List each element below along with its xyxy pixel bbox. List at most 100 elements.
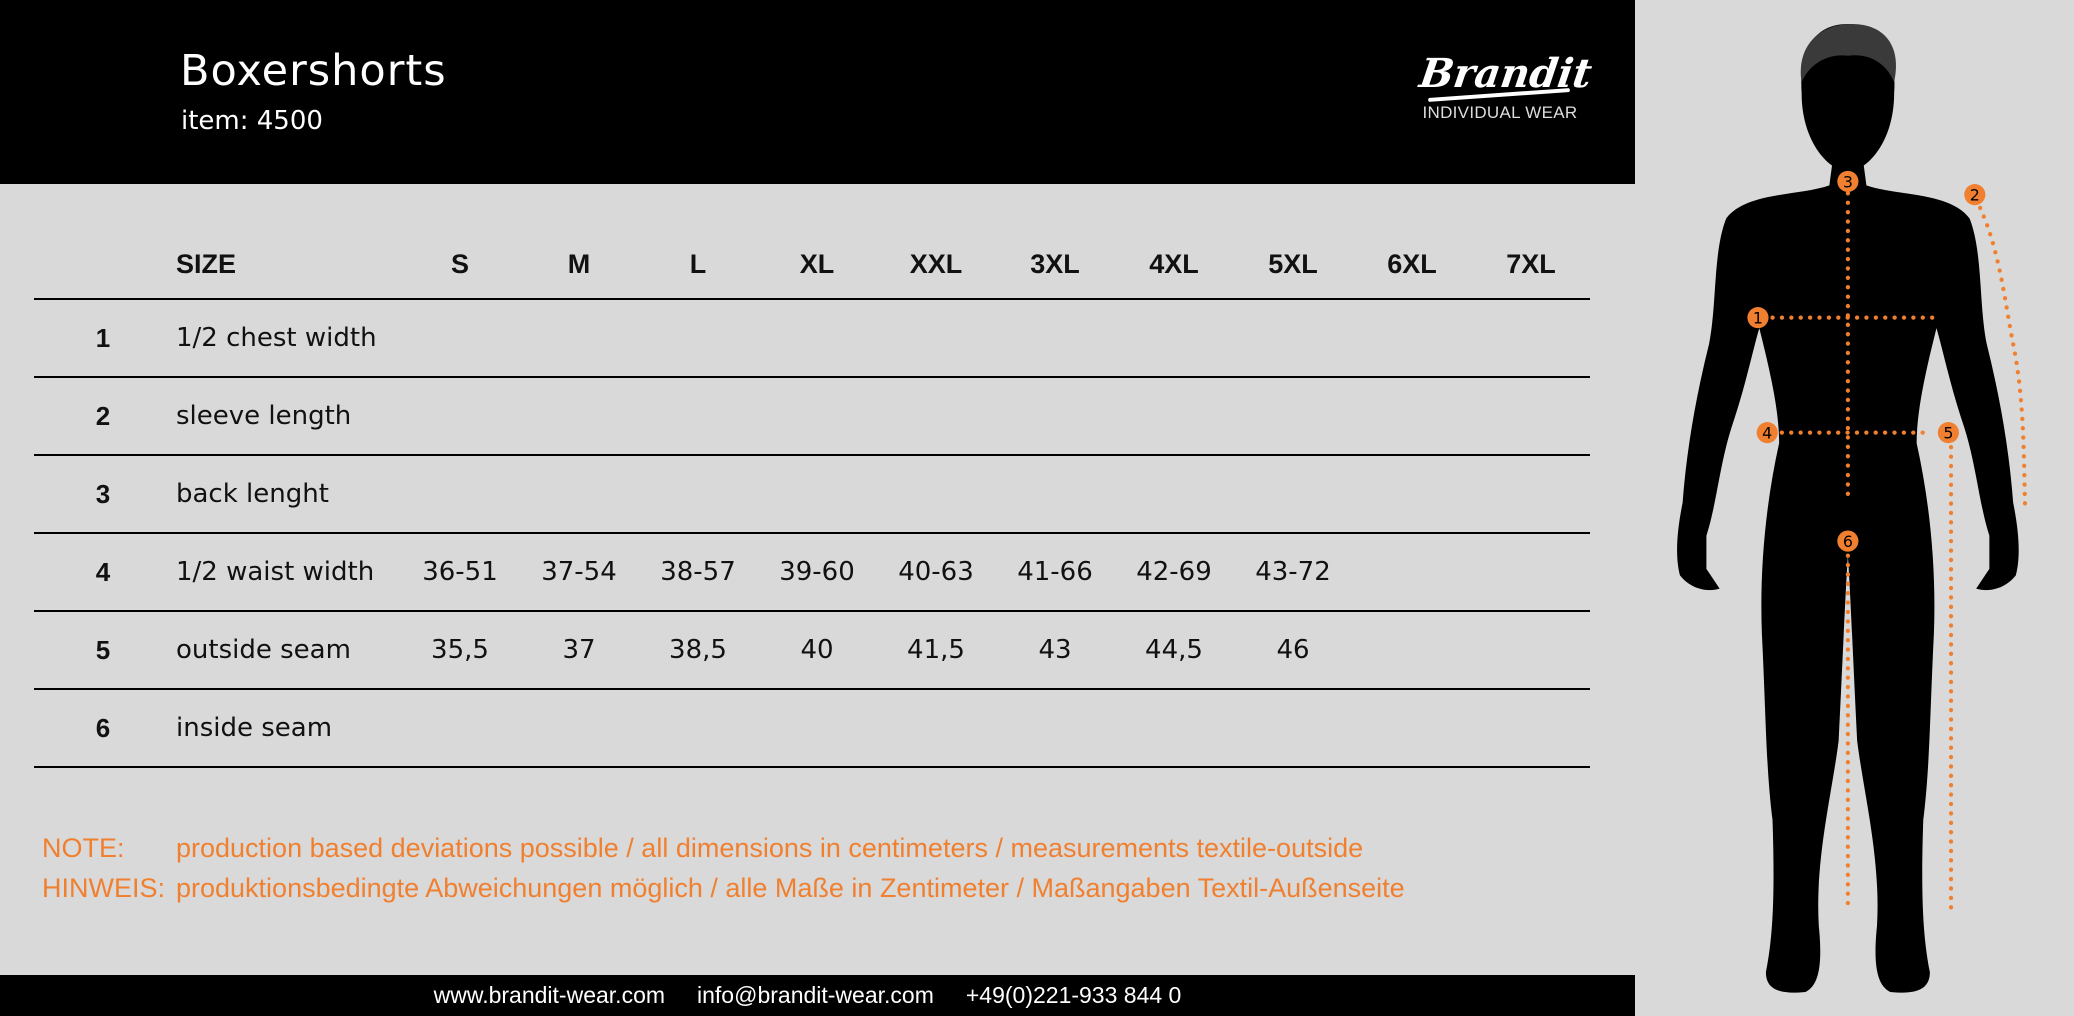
body-silhouette bbox=[1677, 24, 2019, 993]
note-text: production based deviations possible / a… bbox=[176, 833, 1364, 863]
size-value bbox=[1115, 690, 1234, 766]
size-value bbox=[996, 456, 1115, 532]
size-value bbox=[1472, 534, 1591, 610]
size-value bbox=[758, 690, 877, 766]
size-value bbox=[1353, 534, 1472, 610]
size-value bbox=[639, 300, 758, 376]
size-header: SIZE bbox=[176, 248, 237, 279]
size-value: 36-51 bbox=[422, 557, 498, 587]
size-value bbox=[1353, 300, 1472, 376]
size-value: 37-54 bbox=[541, 557, 617, 587]
size-value bbox=[401, 378, 520, 454]
size-column-header: L bbox=[689, 248, 707, 279]
size-value bbox=[877, 300, 996, 376]
size-value: 44,5 bbox=[1145, 635, 1203, 665]
size-value bbox=[639, 456, 758, 532]
size-column-header: 3XL bbox=[1030, 248, 1080, 279]
row-label: 1/2 chest width bbox=[176, 323, 377, 353]
size-value bbox=[1115, 300, 1234, 376]
body-measurement-figure: 1 2 3 4 5 6 bbox=[1677, 24, 2028, 993]
logo-subtitle: INDIVIDUAL WEAR bbox=[1422, 103, 1578, 122]
note-text: produktionsbedingte Abweichungen möglich… bbox=[176, 873, 1405, 903]
row-label: 1/2 waist width bbox=[176, 557, 375, 587]
row-label: outside seam bbox=[176, 635, 351, 665]
size-column-header: 6XL bbox=[1387, 248, 1437, 279]
row-number: 1 bbox=[95, 322, 111, 353]
size-value bbox=[877, 690, 996, 766]
size-value bbox=[401, 456, 520, 532]
size-value bbox=[401, 300, 520, 376]
hair bbox=[1800, 24, 1897, 83]
size-value bbox=[1472, 300, 1591, 376]
marker-4: 4 bbox=[1756, 422, 1778, 444]
size-value: 43 bbox=[1038, 635, 1072, 665]
size-value: 42-69 bbox=[1136, 557, 1212, 587]
size-value: 40-63 bbox=[898, 557, 974, 587]
row-number: 6 bbox=[95, 712, 111, 743]
size-value: 40 bbox=[800, 635, 834, 665]
table-header-row: SIZE S M L XL XXL 3XL 4XL 5XL 6XL 7XL bbox=[34, 230, 1590, 300]
note-key: NOTE: bbox=[42, 833, 125, 863]
size-value bbox=[996, 378, 1115, 454]
size-column-header: 7XL bbox=[1506, 248, 1556, 279]
size-value: 37 bbox=[562, 635, 596, 665]
header-bar: Boxershorts item: 4500 Brandit INDIVIDUA… bbox=[0, 0, 1635, 184]
marker-label: 5 bbox=[1943, 424, 1953, 443]
marker-1: 1 bbox=[1747, 307, 1769, 329]
size-value bbox=[520, 378, 639, 454]
marker-label: 3 bbox=[1843, 172, 1853, 191]
size-value bbox=[996, 690, 1115, 766]
size-value bbox=[1472, 456, 1591, 532]
note-key: HINWEIS: bbox=[42, 873, 166, 903]
size-value bbox=[639, 378, 758, 454]
size-value bbox=[758, 378, 877, 454]
marker-label: 2 bbox=[1970, 186, 1980, 205]
email-link[interactable]: info@brandit-wear.com bbox=[697, 982, 934, 1008]
size-value: 38,5 bbox=[669, 635, 727, 665]
brandit-logo: Brandit INDIVIDUAL WEAR bbox=[1417, 50, 1595, 123]
size-value: 39-60 bbox=[779, 557, 855, 587]
size-value bbox=[1234, 456, 1353, 532]
size-value bbox=[1234, 690, 1353, 766]
size-table: SIZE S M L XL XXL 3XL 4XL 5XL 6XL 7XL 1 1/2 chest … bbox=[34, 230, 1590, 768]
table-row: 4 1/2 waist width 36-51 37-54 38-57 39-60 40-6… bbox=[34, 534, 1590, 612]
marker-circle bbox=[1937, 422, 1959, 444]
size-value: 41-66 bbox=[1017, 557, 1093, 587]
size-value bbox=[1472, 612, 1591, 688]
size-column-header: 4XL bbox=[1149, 248, 1199, 279]
row-label: inside seam bbox=[176, 713, 333, 743]
size-value: 46 bbox=[1276, 635, 1310, 665]
size-value bbox=[1353, 456, 1472, 532]
size-value bbox=[758, 300, 877, 376]
marker-label: 4 bbox=[1762, 424, 1772, 443]
size-value bbox=[1234, 378, 1353, 454]
marker-circle bbox=[1964, 184, 1986, 206]
size-column-header: XL bbox=[799, 248, 835, 279]
row-label: sleeve length bbox=[176, 401, 352, 431]
marker-circle bbox=[1837, 170, 1859, 192]
size-value: 38-57 bbox=[660, 557, 736, 587]
item-number: item: 4500 bbox=[181, 106, 323, 136]
marker-2: 2 bbox=[1964, 184, 1986, 206]
size-value bbox=[1472, 690, 1591, 766]
table-row: 1 1/2 chest width bbox=[34, 300, 1590, 378]
size-value: 41,5 bbox=[907, 635, 965, 665]
size-value: 43-72 bbox=[1255, 557, 1331, 587]
size-value bbox=[1353, 378, 1472, 454]
marker-6: 6 bbox=[1837, 530, 1859, 552]
website-link[interactable]: www.brandit-wear.com bbox=[433, 982, 666, 1008]
size-value bbox=[401, 690, 520, 766]
size-value bbox=[520, 300, 639, 376]
table-row: 3 back lenght bbox=[34, 456, 1590, 534]
marker-label: 1 bbox=[1753, 309, 1763, 328]
size-column-header: 5XL bbox=[1268, 248, 1318, 279]
marker-label: 6 bbox=[1843, 532, 1853, 551]
note-en: NOTE: production based deviations possibl… bbox=[42, 828, 1405, 868]
marker-5: 5 bbox=[1937, 422, 1959, 444]
note-de: HINWEIS: produktionsbedingte Abweichungen… bbox=[42, 868, 1405, 908]
size-column-header: XXL bbox=[909, 248, 963, 279]
footer-bar: www.brandit-wear.com info@brandit-wear.c… bbox=[0, 975, 1635, 1016]
row-number: 4 bbox=[95, 556, 111, 587]
size-value bbox=[1234, 300, 1353, 376]
row-number: 3 bbox=[95, 478, 111, 509]
